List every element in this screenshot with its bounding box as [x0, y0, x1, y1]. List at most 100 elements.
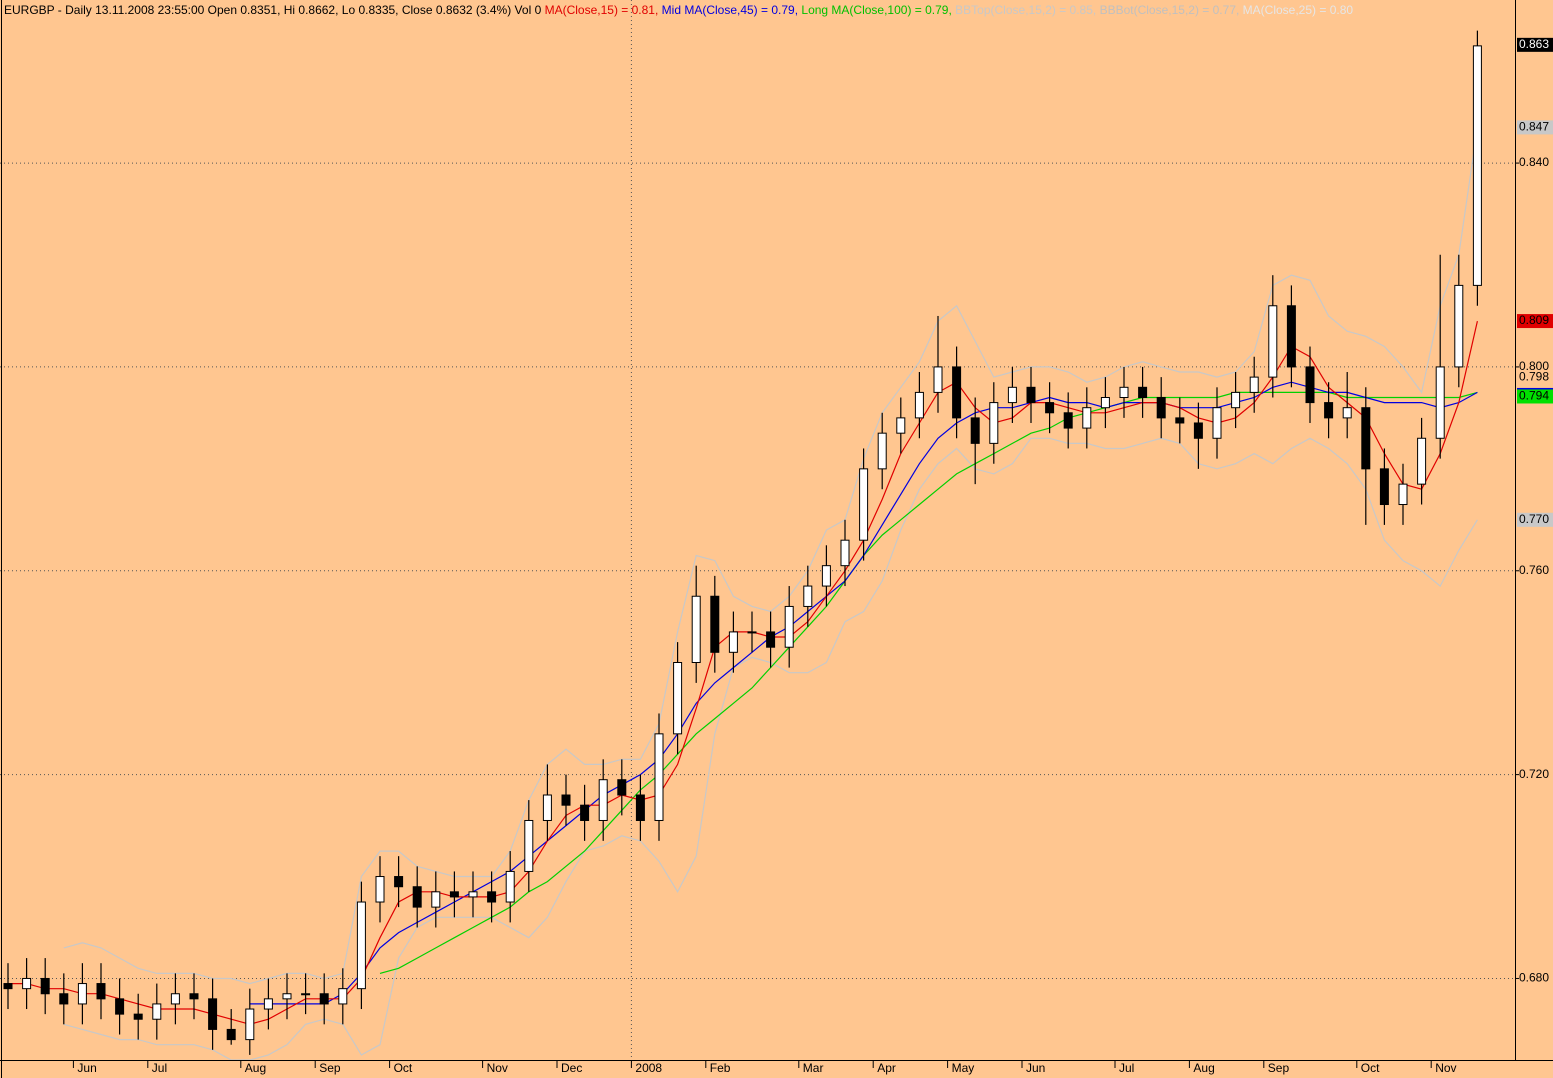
candle-body: [1249, 376, 1259, 393]
plot: [3, 30, 1482, 1061]
y-tick-label: 0.680: [1519, 971, 1549, 985]
price-label-box: [1517, 389, 1553, 404]
candle-body: [728, 631, 738, 653]
indicator-line: [379, 391, 1478, 974]
candle-body: [133, 1013, 143, 1020]
candle-body: [877, 432, 887, 470]
title-segment: MA(Close,15) = 0.81,: [545, 3, 662, 17]
candle-body: [1342, 407, 1352, 419]
candle-body: [487, 891, 497, 903]
price-label-box: [1517, 37, 1553, 52]
candle-body: [1268, 305, 1278, 378]
candle-body: [1398, 483, 1408, 506]
candle-body: [524, 819, 534, 872]
candle-body: [394, 876, 404, 888]
x-tick-label: May: [952, 1061, 975, 1075]
candle-body: [859, 468, 869, 541]
candle-body: [77, 983, 87, 1005]
title-segment: MA(Close,25) = 0.80: [1243, 3, 1354, 17]
x-tick-label: Sep: [1268, 1061, 1290, 1075]
candle-body: [1417, 437, 1427, 485]
indicator-line: [63, 127, 1478, 985]
candle-body: [40, 977, 50, 995]
candle-body: [617, 779, 627, 796]
candle-body: [1361, 407, 1371, 470]
x-tick-label: Sep: [319, 1061, 341, 1075]
candle-body: [375, 876, 385, 903]
title-segment: BBBot(Close,15,2) = 0.77,: [1100, 3, 1243, 17]
candle-body: [356, 901, 366, 990]
price-label: 0.809: [1519, 313, 1549, 327]
candle-body: [468, 891, 478, 898]
candle-body: [301, 993, 311, 996]
price-label-box: [1517, 370, 1553, 385]
candle-body: [96, 983, 106, 1000]
candle-body: [1026, 386, 1036, 404]
x-tick-label: Jul: [1119, 1061, 1134, 1075]
x-tick-label: Apr: [877, 1061, 896, 1075]
candle-body: [766, 631, 776, 648]
price-label-box: [1517, 512, 1553, 527]
candle-body: [1156, 397, 1166, 419]
candle-body: [561, 794, 571, 806]
price-label: 0.798: [1519, 369, 1549, 383]
candle-body: [989, 402, 999, 444]
x-tick-label: Oct: [394, 1061, 413, 1075]
candle-body: [1082, 407, 1092, 429]
price-label: 0.847: [1519, 120, 1549, 134]
candle-body: [1231, 391, 1241, 409]
candle-body: [208, 998, 218, 1030]
x-tick-label: Feb: [710, 1061, 731, 1075]
y-tick-label: 0.760: [1519, 563, 1549, 577]
candle-body: [542, 794, 552, 821]
candle-body: [226, 1028, 236, 1041]
candle-body: [580, 804, 590, 821]
candle-body: [1175, 417, 1185, 424]
candle-body: [1045, 402, 1055, 414]
title-segment: EURGBP - Daily 13.11.2008 23:55:00 Open …: [4, 3, 545, 17]
candle-body: [319, 993, 329, 1005]
candle-body: [803, 585, 813, 607]
candle-body: [282, 993, 292, 1000]
candle-body: [1007, 386, 1017, 404]
candle-body: [152, 1003, 162, 1020]
candle-body: [1138, 386, 1148, 398]
price-label: 0.794: [1519, 389, 1549, 403]
x-tick-label: Aug: [245, 1061, 266, 1075]
candle-body: [449, 891, 459, 898]
price-label: 0.770: [1519, 512, 1549, 526]
chart-title: EURGBP - Daily 13.11.2008 23:55:00 Open …: [4, 3, 1353, 17]
x-tick-label: Oct: [1361, 1061, 1380, 1075]
candle-body: [1119, 386, 1129, 398]
candle-body: [263, 998, 273, 1010]
x-tick-label: Nov: [487, 1061, 508, 1075]
candle-body: [338, 988, 348, 1005]
candle-body: [1212, 407, 1222, 439]
candle-body: [115, 998, 125, 1015]
candle-body: [1324, 402, 1334, 419]
candle-body: [1472, 45, 1482, 286]
candle-body: [505, 870, 515, 903]
x-tick-label: Jul: [152, 1061, 167, 1075]
candle-body: [1379, 468, 1389, 506]
candle-body: [952, 366, 962, 419]
candle-body: [1063, 412, 1073, 429]
candle-body: [784, 605, 794, 648]
candle-body: [1193, 422, 1203, 439]
candle-body: [747, 631, 757, 634]
title-segment: Long MA(Close,100) = 0.79,: [801, 3, 955, 17]
x-tick-label: Mar: [803, 1061, 824, 1075]
candle-body: [1305, 366, 1315, 404]
candle-body: [635, 794, 645, 821]
x-tick-label: 2008: [635, 1061, 662, 1075]
y-tick-label: 0.800: [1519, 359, 1549, 373]
candle-body: [673, 662, 683, 735]
candle-body: [840, 539, 850, 567]
candle-body: [189, 993, 199, 1000]
candle-body: [431, 891, 441, 908]
candle-body: [821, 565, 831, 587]
candle-body: [3, 983, 13, 990]
axis: 0.680 0.720 0.760 0.800 0.840 Jun Jul Aug Sep Oct…: [72, 37, 1553, 1075]
